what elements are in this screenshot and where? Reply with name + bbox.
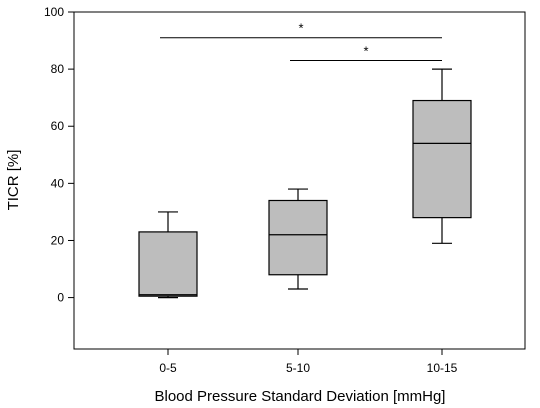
box-0-5 [138, 211, 198, 299]
x-tick-label: 10-15 [427, 361, 458, 375]
iqr-box [268, 199, 328, 276]
x-axis: 0-5 5-10 10-15 [159, 349, 458, 375]
box-5-10 [268, 188, 328, 290]
plot-frame [73, 11, 526, 350]
x-tick-label: 0-5 [159, 361, 177, 375]
y-tick-label: 80 [51, 62, 65, 76]
y-axis: 0 20 40 60 80 100 [44, 5, 74, 305]
y-tick-label: 0 [57, 291, 64, 305]
y-tick-label: 20 [51, 233, 65, 247]
box-series [138, 68, 472, 299]
significance-star: * [298, 21, 303, 36]
y-tick-label: 60 [51, 119, 65, 133]
y-tick-label: 40 [51, 176, 65, 190]
y-axis-title: TICR [%] [5, 150, 22, 211]
x-tick-label: 5-10 [286, 361, 310, 375]
iqr-box [412, 99, 472, 219]
y-tick-label: 100 [44, 5, 64, 19]
significance-star: * [363, 44, 368, 59]
box-10-15 [412, 68, 472, 244]
significance-brackets: ** [160, 21, 442, 62]
x-axis-title: Blood Pressure Standard Deviation [mmHg] [155, 388, 446, 405]
iqr-box [138, 231, 198, 297]
